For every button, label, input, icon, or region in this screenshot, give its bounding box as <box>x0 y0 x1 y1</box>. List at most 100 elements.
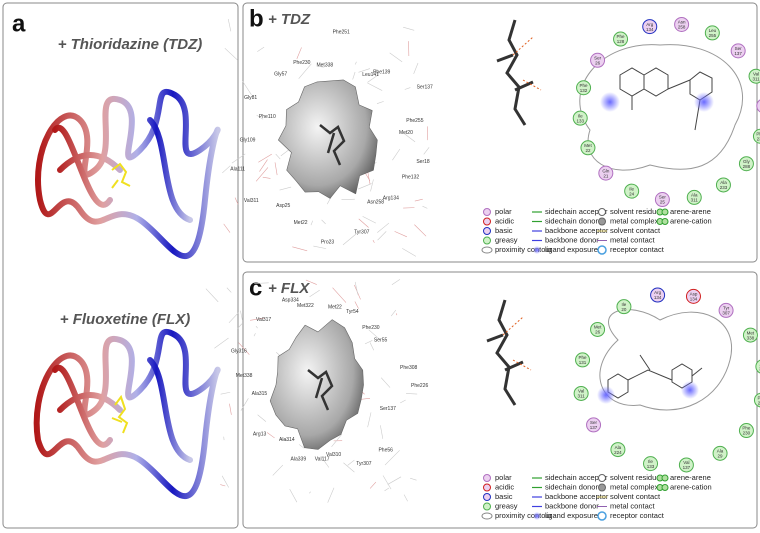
legend-symbol <box>598 483 606 492</box>
wire <box>403 26 415 31</box>
wire <box>391 279 401 286</box>
residue-node <box>572 110 588 126</box>
residue-name: Gly <box>743 159 751 164</box>
residue-number: 133 <box>576 118 584 123</box>
residue-number: 311 <box>691 198 699 203</box>
legend-label: sidechain acceptor <box>545 473 608 482</box>
legend-symbol <box>483 483 491 492</box>
legend-label: arene-cation <box>670 216 712 225</box>
wire <box>250 317 265 321</box>
wire <box>309 491 312 494</box>
legend-symbol <box>661 484 669 491</box>
residue-name: Asn <box>678 20 686 25</box>
residue-label: Met20 <box>399 130 413 136</box>
legend-symbol <box>597 245 607 255</box>
residue-node <box>580 140 596 156</box>
residue-node <box>590 52 606 68</box>
wire <box>332 287 347 303</box>
wire <box>331 434 342 447</box>
residue-node <box>674 16 690 32</box>
wire <box>380 425 384 439</box>
legend-symbol <box>661 208 669 216</box>
wire <box>414 224 427 237</box>
legend-label: ligand exposure <box>545 245 598 254</box>
ligand-3d <box>319 124 346 166</box>
residue-label: Val311 <box>244 198 259 204</box>
legend-symbol <box>483 474 491 482</box>
wire <box>224 47 238 61</box>
residue-name: Ala <box>720 180 727 185</box>
exposure <box>694 92 714 112</box>
wire <box>372 239 375 243</box>
legend-label: receptor contact <box>610 511 665 520</box>
legend-label: metal complex <box>610 482 659 491</box>
residue-label: Ala315 <box>252 391 268 397</box>
residue-label: Arg13 <box>253 431 267 437</box>
wire <box>341 198 355 201</box>
residue-number: 134 <box>654 295 662 300</box>
residue-label: Met322 <box>297 303 314 309</box>
residue-label: Phe139 <box>373 69 390 75</box>
legend-symbol <box>597 511 607 521</box>
legend-label: arene-arene <box>670 473 711 482</box>
wire <box>226 287 232 293</box>
residue-name: Arg <box>654 290 662 295</box>
wire <box>414 198 423 202</box>
wire <box>257 46 265 52</box>
residue-number: 29 <box>718 454 724 459</box>
residue-label: Gly57 <box>274 72 287 78</box>
residue-name: Leu <box>709 28 717 33</box>
wire <box>254 282 269 284</box>
wire <box>258 153 272 163</box>
residue-node <box>576 80 592 96</box>
wire <box>296 47 302 60</box>
residue-node <box>575 352 591 368</box>
wire <box>305 279 317 285</box>
residue-number: 137 <box>590 425 598 430</box>
residue-node <box>642 19 658 35</box>
legend-symbol <box>483 208 491 216</box>
residue-number: 338 <box>747 335 755 340</box>
residue-label: Met22 <box>294 220 308 226</box>
residue-label: Asp334 <box>282 298 299 304</box>
wire <box>369 481 377 489</box>
wire <box>205 288 219 303</box>
legend-label: polar <box>495 473 512 482</box>
hbond <box>512 36 542 91</box>
residue-name: Ser <box>659 195 667 200</box>
wire <box>222 165 231 174</box>
panel-label: a <box>12 10 26 37</box>
residue-number: 133 <box>647 464 655 469</box>
residue-label: Val317 <box>256 317 271 323</box>
residue-label: Asp25 <box>276 203 290 209</box>
wire <box>354 61 357 65</box>
wire <box>367 412 372 428</box>
residue-node <box>573 385 589 401</box>
wire <box>352 71 356 80</box>
wire <box>396 313 398 316</box>
wire <box>234 197 239 205</box>
residue-number: 132 <box>580 88 588 93</box>
residue-number: 25 <box>660 200 666 205</box>
residue-label: Tyr307 <box>354 230 370 236</box>
legend-label: solvent residue <box>610 473 660 482</box>
residue-node <box>752 128 760 144</box>
residue-label: Tyr307 <box>356 461 372 467</box>
wire <box>403 132 416 143</box>
residue-label: Phe230 <box>362 325 379 331</box>
legend-label: solvent residue <box>610 207 660 216</box>
residue-label: Asn258 <box>367 199 384 205</box>
residue-node <box>753 392 760 408</box>
wire <box>403 494 408 502</box>
residue-number: 22 <box>585 148 591 153</box>
wire <box>231 153 246 164</box>
wire <box>256 114 264 120</box>
residue-number: 137 <box>734 51 742 56</box>
panel-title: + TDZ <box>268 11 311 28</box>
legend-symbol <box>598 474 606 482</box>
wire <box>389 52 403 63</box>
residue-label: Ser18 <box>416 159 430 165</box>
wire <box>309 289 320 298</box>
wire <box>377 222 390 233</box>
